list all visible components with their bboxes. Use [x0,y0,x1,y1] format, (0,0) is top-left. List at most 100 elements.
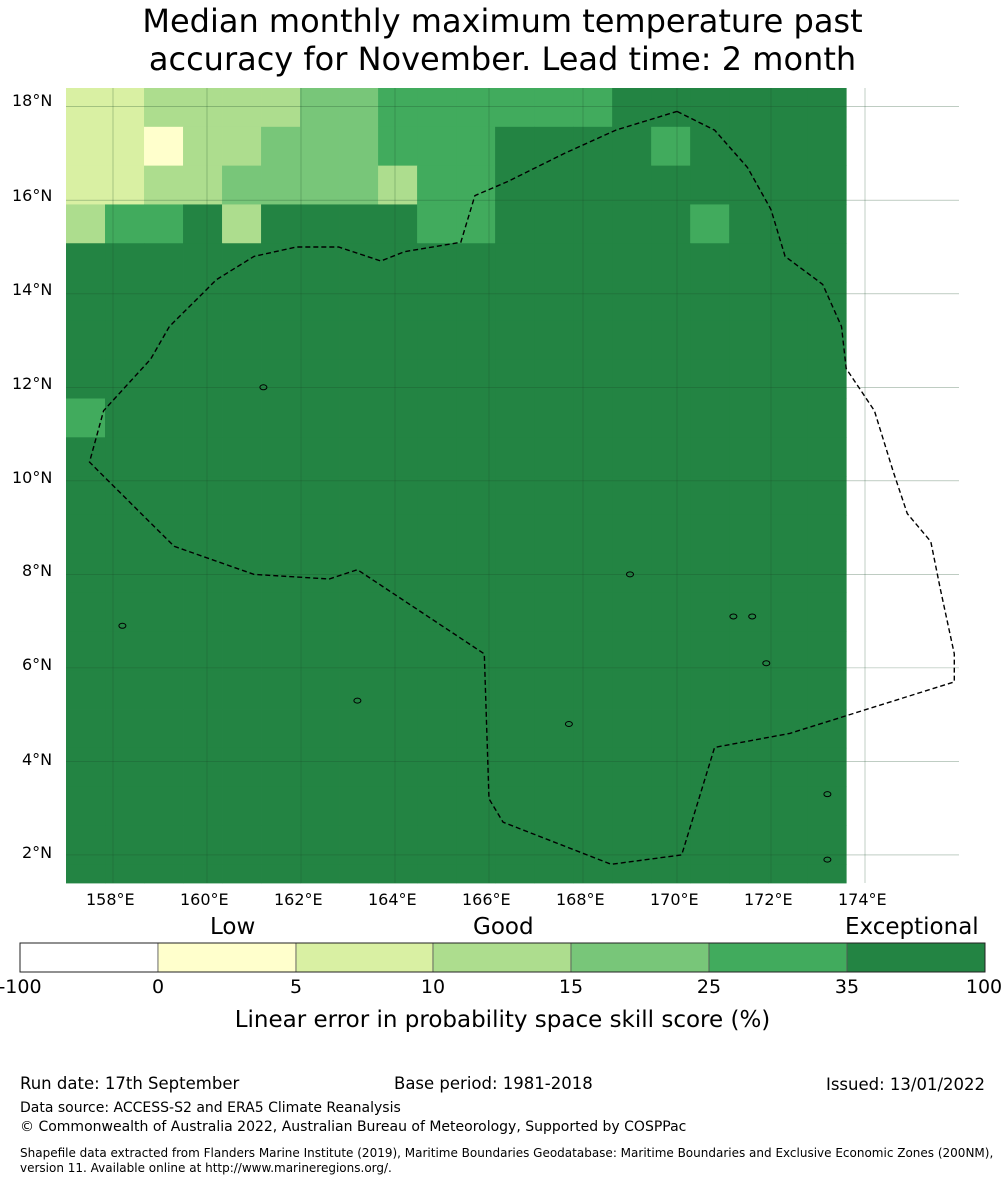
grid-cell [144,126,184,167]
grid-cell [573,437,613,477]
grid-cell [729,476,769,516]
grid-cell [183,398,223,438]
grid-cell [495,126,535,167]
grid-cell [222,631,262,671]
grid-cell [534,165,574,205]
grid-cell [690,320,730,361]
grid-cell [261,476,301,516]
grid-cell [729,592,769,632]
grid-cell [768,359,808,399]
grid-cell [183,165,223,205]
grid-cell [495,282,535,322]
grid-cell [417,204,457,244]
grid-cell [612,476,652,516]
grid-cell [456,282,496,322]
grid-cell [690,243,730,283]
chart-title-line-1: Median monthly maximum temperature past [142,2,863,40]
grid-cell [339,398,379,438]
grid-cell [729,747,769,788]
grid-cell [183,282,223,322]
grid-cell [690,553,730,593]
grid-cell [261,825,301,865]
grid-cell [612,786,652,826]
island-outline [564,721,573,727]
colorbar [19,942,986,973]
grid-cell [144,437,184,477]
grid-cell [339,747,379,788]
grid-cell [183,553,223,593]
grid-cell [378,359,418,399]
grid-cell [612,631,652,671]
grid-cell [66,243,106,283]
grid-cell [690,204,730,244]
grid-cell [105,825,145,865]
grid-cell [417,864,457,884]
grid-cell [612,825,652,865]
grid-cell [339,592,379,632]
grid-cell [768,243,808,283]
grid-cell [144,282,184,322]
grid-cell [807,359,847,399]
grid-cell [456,204,496,244]
grid-cell [378,204,418,244]
grid-cell [183,864,223,884]
grid-cell [807,553,847,593]
grid-cell [495,437,535,477]
colorbar-category-good: Good [473,914,534,940]
grid-cell [261,592,301,632]
grid-cell [456,165,496,205]
grid-cell [222,243,262,283]
grid-cell [66,359,106,399]
grid-cell [807,592,847,632]
grid-cell [339,631,379,671]
grid-cell [651,359,691,399]
grid-cell [300,592,340,632]
grid-cell [261,747,301,788]
grid-cell [261,398,301,438]
grid-cell [300,320,340,361]
colorbar-tick: 25 [696,976,722,998]
grid-cell [417,631,457,671]
grid-cell [144,165,184,205]
grid-cell [729,437,769,477]
grid-cell [417,670,457,710]
grid-cell [612,592,652,632]
grid-cell [417,825,457,865]
grid-cell [222,437,262,477]
grid-cell [183,631,223,671]
grid-cell [456,514,496,555]
grid-cell [144,359,184,399]
grid-cell [378,243,418,283]
grid-cell [495,864,535,884]
grid-cell [378,398,418,438]
grid-cell [456,126,496,167]
grid-cell [573,553,613,593]
grid-cell [183,709,223,749]
grid-cell [612,398,652,438]
colorbar-segment [157,942,297,973]
grid-cell [144,747,184,788]
grid-cell [729,126,769,167]
grid-cell [105,437,145,477]
grid-cell [651,786,691,826]
grid-cell [144,514,184,555]
grid-cell [768,709,808,749]
grid-cell [300,282,340,322]
grid-cell [66,592,106,632]
grid-cell [339,204,379,244]
grid-cell [261,204,301,244]
grid-cell [144,553,184,593]
grid-cell [495,553,535,593]
grid-cell [612,204,652,244]
grid-cell [66,670,106,710]
grid-cell [300,476,340,516]
grid-cell [807,398,847,438]
grid-cell [300,709,340,749]
grid-cell [534,359,574,399]
grid-cell [651,437,691,477]
grid-cell [534,592,574,632]
grid-cell [456,786,496,826]
grid-cell [807,126,847,167]
grid-cell [651,398,691,438]
grid-cell [417,359,457,399]
